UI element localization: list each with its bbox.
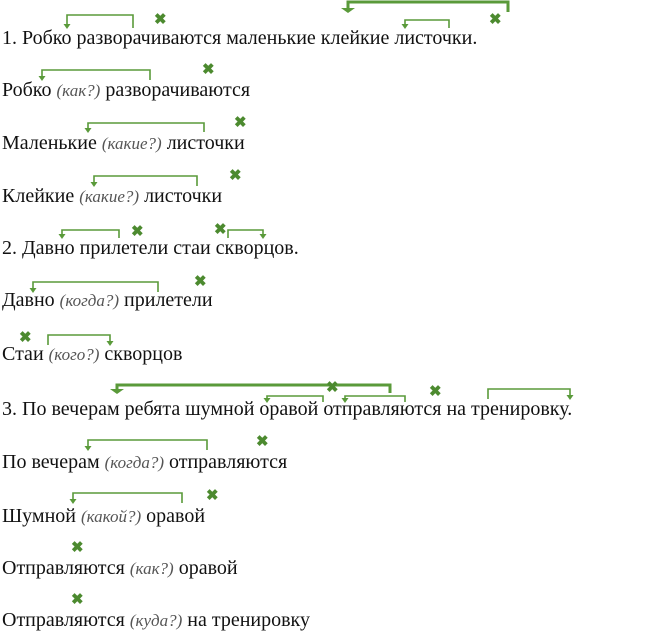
word: Клейкие (2, 185, 75, 207)
cross-icon: ✖ (489, 12, 502, 28)
question: (как?) (129, 559, 174, 578)
cross-icon: ✖ (206, 488, 219, 504)
text-line: Давно (когда?) прилетели (2, 288, 213, 313)
dependency-arrow-icon (84, 122, 205, 133)
word: Робко (2, 79, 52, 101)
cross-icon: ✖ (234, 115, 247, 131)
word: разворачиваются (105, 79, 251, 101)
text-line: Клейкие (какие?) листочки (2, 184, 222, 209)
dependency-arrow-icon (263, 395, 324, 403)
text-line: Отправляются (как?) оравой (2, 556, 238, 581)
dependency-arrow-icon (38, 69, 151, 81)
dependency-arrow-icon (29, 281, 159, 293)
cross-icon: ✖ (71, 592, 84, 608)
cross-icon: ✖ (154, 12, 167, 28)
cross-icon: ✖ (229, 168, 242, 184)
word: 3. По вечерам ребята шумной оравой отпра… (2, 398, 573, 420)
word: листочки (144, 185, 223, 207)
word: листочки (166, 132, 245, 154)
word: Отправляются (2, 609, 125, 631)
dependency-arrow-icon (341, 395, 406, 403)
cross-icon: ✖ (256, 434, 269, 450)
text-line: Шумной (какой?) оравой (2, 504, 205, 529)
question: (как?) (56, 81, 101, 100)
dependency-arrow-icon (63, 14, 134, 29)
cross-icon: ✖ (131, 224, 144, 240)
question: (какие?) (79, 187, 140, 206)
word: 2. Давно прилетели стаи скворцов. (2, 237, 299, 259)
dependency-arrow-icon (58, 229, 120, 239)
text-line: Робко (как?) разворачиваются (2, 78, 250, 103)
dependency-arrow-icon (487, 388, 574, 400)
question: (когда?) (59, 291, 120, 310)
cross-icon: ✖ (214, 222, 227, 238)
word: прилетели (124, 289, 213, 311)
question: (куда?) (129, 611, 183, 630)
word: на тренировку (187, 609, 310, 631)
dependency-arrow-icon (84, 439, 208, 451)
dependency-arrow-icon (69, 492, 183, 504)
word: оравой (178, 557, 238, 579)
dependency-arrow-icon (401, 19, 450, 29)
word: скворцов (104, 343, 183, 365)
cross-icon: ✖ (71, 540, 84, 556)
cross-icon: ✖ (326, 380, 339, 396)
word: 1. Робко разворачиваются маленькие клейк… (2, 27, 478, 49)
word: Маленькие (2, 132, 97, 154)
text-line: 2. Давно прилетели стаи скворцов. (2, 236, 299, 260)
question: (какой?) (80, 507, 142, 526)
word: оравой (146, 505, 206, 527)
word: Стаи (2, 343, 44, 365)
text-line: Отправляются (куда?) на тренировку (2, 608, 310, 632)
dependency-arrow-icon (227, 229, 267, 239)
word: Давно (2, 289, 55, 311)
word: Шумной (2, 505, 76, 527)
word: Отправляются (2, 557, 125, 579)
question: (когда?) (104, 453, 164, 472)
cross-icon: ✖ (194, 274, 207, 290)
text-line: 1. Робко разворачиваются маленькие клейк… (2, 26, 477, 50)
text-line: 3. По вечерам ребята шумной оравой отпра… (2, 397, 572, 421)
dependency-arrow-icon (90, 175, 198, 187)
dependency-arrow-icon (110, 383, 392, 394)
text-line: Маленькие (какие?) листочки (2, 131, 245, 156)
dependency-arrow-icon (341, 0, 510, 13)
word: По вечерам (2, 451, 100, 473)
text-line: Стаи (кого?) скворцов (2, 342, 182, 367)
cross-icon: ✖ (429, 384, 442, 400)
cross-icon: ✖ (202, 62, 215, 78)
question: (какие?) (101, 134, 162, 153)
word: отправляются (168, 451, 288, 473)
question: (кого?) (48, 345, 100, 364)
dependency-arrow-icon (47, 334, 114, 346)
text-line: По вечерам (когда?) отправляются (2, 450, 287, 475)
cross-icon: ✖ (19, 330, 32, 346)
